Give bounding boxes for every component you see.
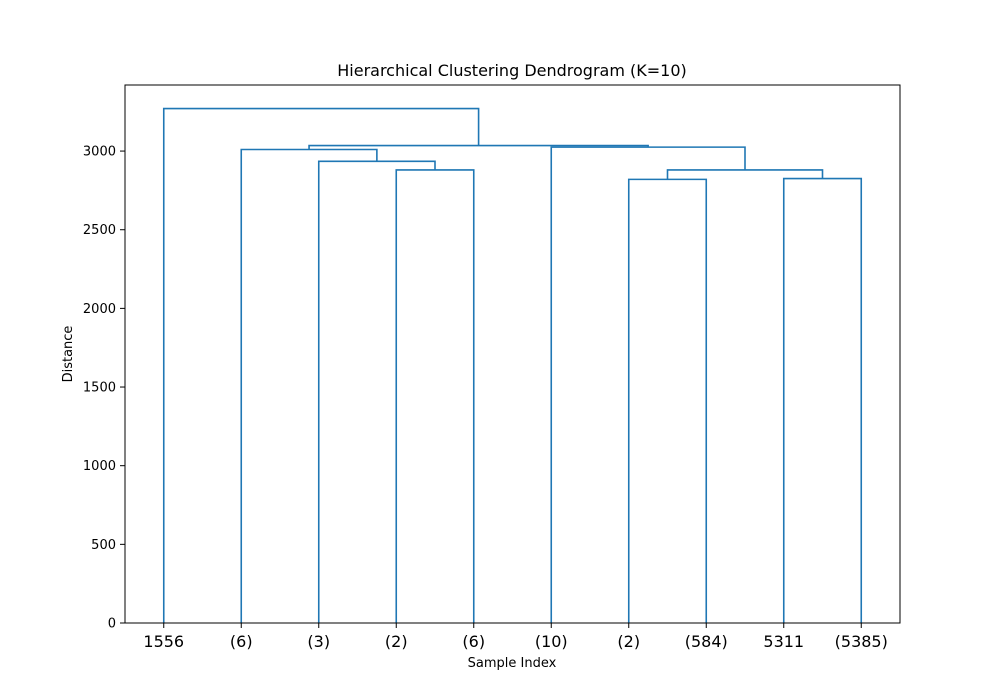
dendrogram-link-3	[627, 178, 708, 623]
y-tick-label: 500	[91, 538, 116, 553]
leaf-label: (2)	[617, 632, 640, 651]
y-tick-label: 1500	[83, 381, 116, 396]
y-tick-label: 1000	[83, 459, 116, 474]
leaf-label: (6)	[462, 632, 485, 651]
y-tick-label: 0	[108, 617, 116, 632]
y-axis-ticks: 0 500 1000 1500 2000 2500 3000	[83, 145, 125, 632]
leaf-label: (584)	[685, 632, 728, 651]
leaf-label: (5385)	[835, 632, 888, 651]
leaf-label: (6)	[230, 632, 253, 651]
leaf-label: 1556	[143, 632, 184, 651]
y-tick-label: 2000	[83, 302, 116, 317]
x-axis-label: Sample Index	[468, 656, 557, 671]
plot-frame	[124, 84, 901, 624]
dendrogram-links	[162, 107, 863, 623]
leaf-label: 5311	[763, 632, 804, 651]
y-axis-label: Distance	[61, 326, 76, 383]
leaf-label: (10)	[535, 632, 568, 651]
leaf-label: (2)	[385, 632, 408, 651]
y-tick-label: 2500	[83, 223, 116, 238]
dendrogram-link-8	[162, 107, 480, 623]
y-tick-label: 3000	[83, 145, 116, 160]
x-axis-leaf-labels: 1556 (6) (3) (2) (6) (10) (2) (584) 5311 (5385)	[143, 623, 888, 651]
chart-title: Hierarchical Clustering Dendrogram (K=10…	[337, 61, 687, 80]
leaf-label: (3)	[307, 632, 330, 651]
